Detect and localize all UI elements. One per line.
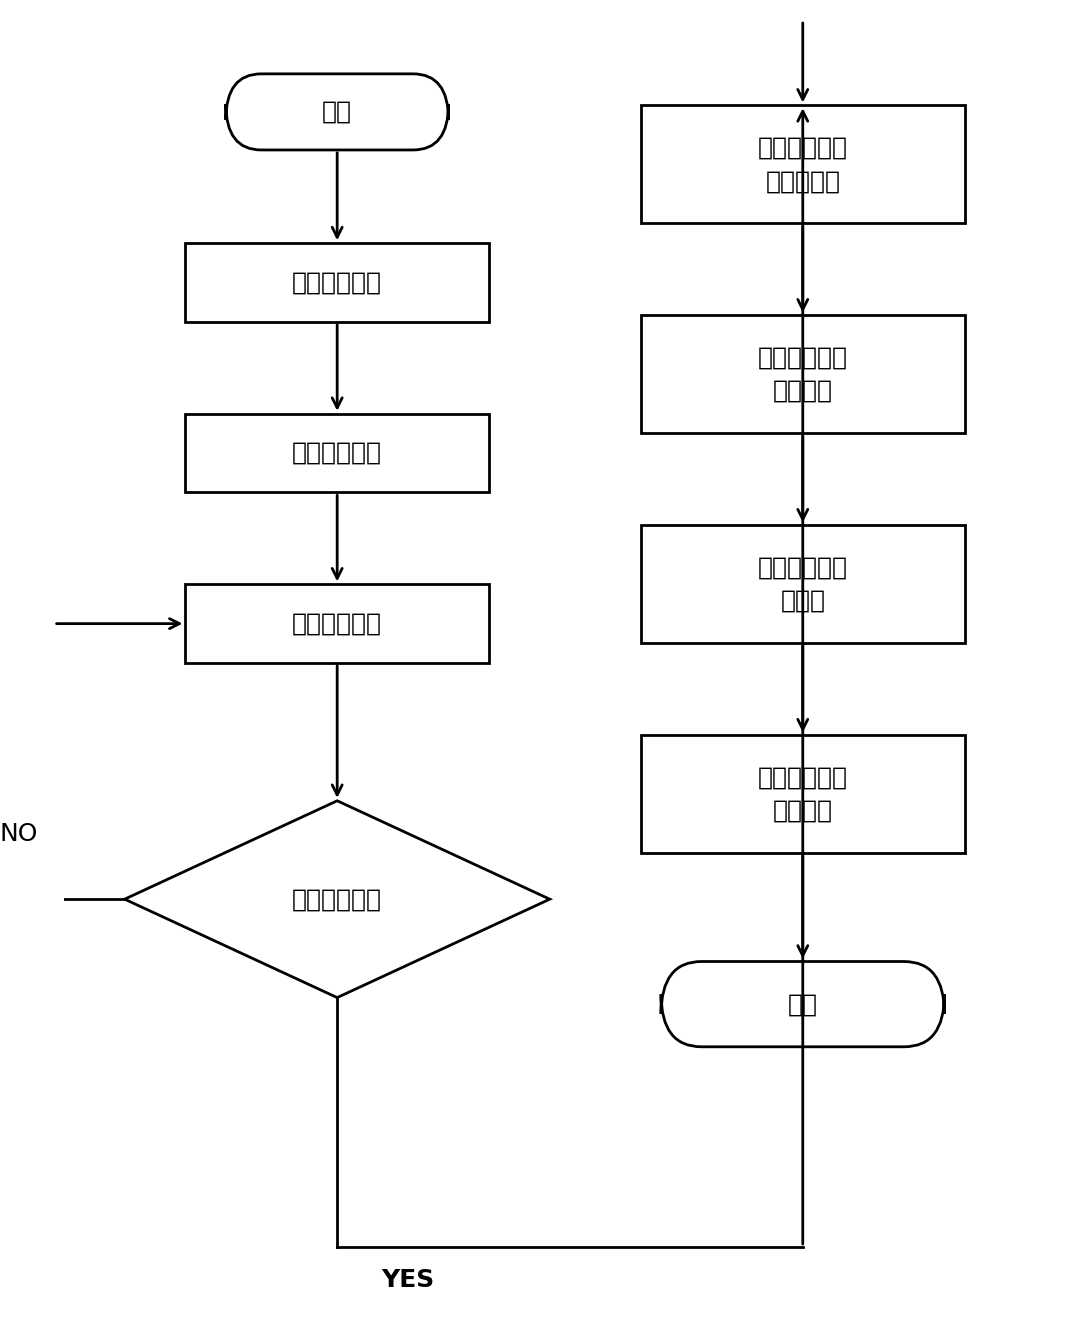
Text: 开始: 开始 (322, 99, 352, 123)
Bar (641, 525, 965, 643)
Bar (641, 316, 965, 434)
Bar (185, 243, 490, 322)
Text: 手术器械移动: 手术器械移动 (292, 442, 382, 465)
Text: 摄像头初始化: 摄像头初始化 (292, 271, 382, 294)
Text: 利用光纤检测
跟踪路径: 利用光纤检测 跟踪路径 (758, 765, 848, 823)
Bar (185, 585, 490, 663)
Text: 计算手术器械
的位资: 计算手术器械 的位资 (758, 556, 848, 613)
Text: 结束: 结束 (787, 992, 818, 1016)
Bar (641, 735, 965, 853)
FancyBboxPatch shape (226, 74, 448, 150)
Text: 识别数据标签: 识别数据标签 (292, 611, 382, 635)
Text: 计算三个数据
标签的坐标: 计算三个数据 标签的坐标 (758, 135, 848, 194)
Text: YES: YES (381, 1268, 434, 1292)
Text: 按照术前路径
进行手术: 按照术前路径 进行手术 (758, 346, 848, 403)
Polygon shape (125, 801, 550, 997)
Text: NO: NO (0, 822, 38, 846)
FancyBboxPatch shape (661, 961, 944, 1046)
Text: 检测数据标签: 检测数据标签 (292, 887, 382, 911)
Bar (185, 414, 490, 492)
Bar (641, 105, 965, 224)
